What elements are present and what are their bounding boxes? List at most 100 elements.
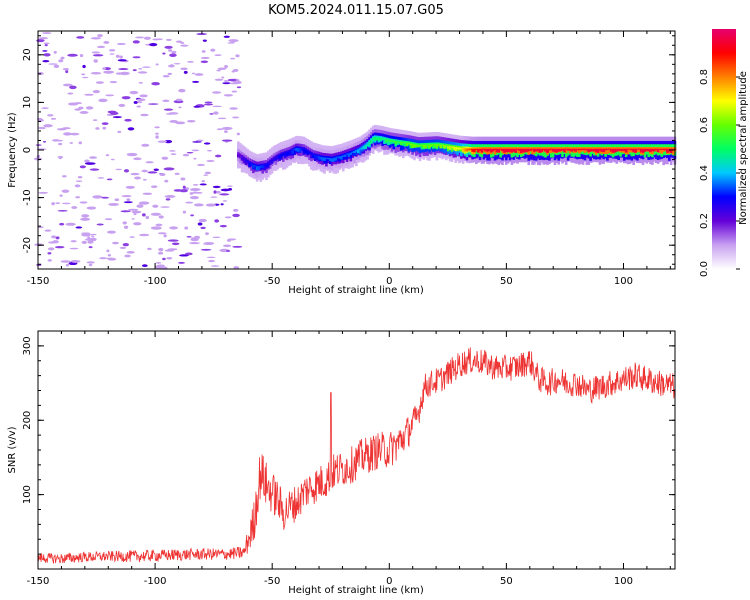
- noise-blob: [139, 94, 148, 98]
- noise-blob: [141, 264, 148, 268]
- ridge-cell: [564, 148, 568, 150]
- ridge-cell: [313, 155, 317, 159]
- ridge-cell: [319, 156, 323, 160]
- ridge-cell: [488, 148, 491, 151]
- colorbar-gradient: [712, 29, 736, 269]
- noise-blob: [166, 257, 173, 260]
- snr-y-tick-label: 200: [22, 411, 33, 430]
- noise-blob: [222, 244, 232, 248]
- ridge-cell: [480, 148, 484, 153]
- ridge-cell: [445, 145, 448, 147]
- ridge-cell: [482, 148, 486, 150]
- noise-blob: [81, 233, 91, 237]
- noise-blob: [42, 140, 47, 143]
- noise-blob: [224, 216, 232, 219]
- ridge-cell: [611, 148, 615, 153]
- noise-blob: [67, 102, 79, 106]
- ridge-cell: [645, 148, 649, 151]
- ridge-cell: [418, 144, 422, 146]
- noise-blob: [86, 206, 97, 210]
- ridge-cell: [619, 148, 622, 151]
- noise-blob: [142, 192, 153, 196]
- ridge-cell: [304, 149, 308, 154]
- noise-blob: [108, 49, 116, 52]
- ridge-cell: [428, 144, 431, 149]
- snr-panel: -150 -100 -50 0 50 100 100 200 300 Height of str…: [7, 330, 676, 596]
- ridge-cell: [587, 148, 591, 153]
- noise-blob: [115, 168, 122, 171]
- noise-blob: [47, 252, 52, 255]
- ridge-cell: [280, 154, 283, 158]
- noise-blob: [133, 222, 142, 226]
- noise-blob: [122, 221, 127, 225]
- ridge-cell: [531, 147, 534, 155]
- noise-blob: [129, 90, 139, 95]
- noise-blob: [67, 53, 78, 57]
- noise-blob: [69, 247, 79, 250]
- colorbar-tick-label: 0.2: [699, 213, 710, 229]
- ridge-cell: [606, 148, 609, 150]
- noise-blob: [132, 56, 141, 59]
- noise-blob: [67, 92, 74, 95]
- spectrogram-y-tick-label: -10: [22, 189, 33, 205]
- noise-blob: [92, 54, 104, 57]
- noise-blob: [133, 213, 137, 216]
- noise-blob: [119, 71, 130, 76]
- ridge-cell: [371, 137, 375, 140]
- ridge-cell: [370, 139, 373, 144]
- noise-blob: [153, 168, 159, 171]
- ridge-cell: [583, 148, 587, 150]
- noise-blob: [53, 64, 60, 69]
- noise-blob: [98, 98, 108, 103]
- noise-blob: [47, 247, 55, 251]
- colorbar: 0.0 0.2 0.4 0.6 0.8 Normalized spectral ampl…: [699, 29, 749, 277]
- noise-blob: [192, 141, 202, 143]
- noise-blob: [42, 50, 48, 52]
- noise-blob: [43, 42, 50, 45]
- noise-blob: [42, 60, 50, 63]
- noise-blob: [154, 265, 165, 269]
- ridge-cell: [430, 144, 433, 147]
- noise-blob: [192, 80, 200, 83]
- ridge-cell: [240, 156, 244, 161]
- noise-blob: [147, 171, 158, 174]
- noise-blob: [149, 42, 158, 47]
- ridge-cell: [272, 158, 276, 162]
- noise-blob: [107, 254, 112, 257]
- ridge-cell: [549, 147, 553, 154]
- noise-blob: [143, 36, 151, 40]
- ridge-cell: [375, 137, 379, 141]
- ridge-cell: [604, 147, 607, 154]
- ridge-cell: [581, 148, 585, 151]
- noise-blob: [194, 73, 204, 76]
- noise-blob: [220, 203, 224, 206]
- ridge-cell: [358, 147, 362, 155]
- noise-blob: [125, 185, 135, 189]
- noise-blob: [189, 196, 199, 200]
- noise-blob: [222, 82, 231, 85]
- noise-blob: [86, 261, 95, 264]
- noise-blob: [114, 198, 120, 202]
- noise-blob: [41, 107, 49, 110]
- noise-blob: [205, 203, 217, 207]
- ridge-cell: [534, 148, 538, 152]
- noise-blob: [71, 206, 78, 209]
- noise-blob: [129, 236, 135, 238]
- noise-blob: [87, 236, 91, 239]
- noise-blob: [201, 50, 206, 53]
- noise-blob: [226, 239, 232, 242]
- noise-blob: [81, 73, 86, 76]
- noise-blob: [62, 127, 71, 130]
- noise-blob: [79, 111, 89, 114]
- ridge-cell: [345, 153, 349, 155]
- ridge-cell: [424, 144, 428, 149]
- ridge-cell: [486, 148, 489, 152]
- noise-blob: [92, 119, 98, 122]
- colorbar-tick-label: 0.4: [699, 165, 710, 181]
- ridge-cell: [637, 148, 641, 150]
- ridge-cell: [465, 148, 469, 152]
- ridge-cell: [242, 158, 246, 160]
- ridge-cell: [413, 144, 416, 148]
